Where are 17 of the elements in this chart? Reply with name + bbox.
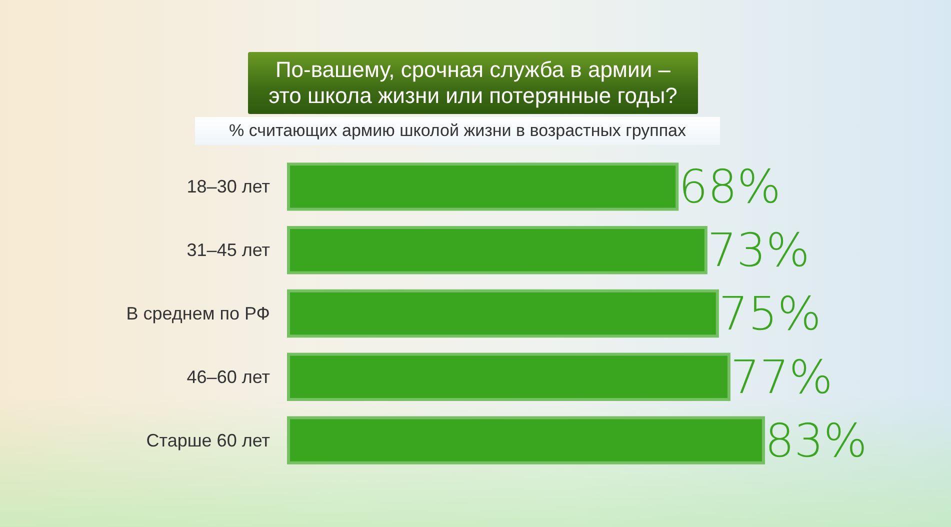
bar bbox=[287, 352, 730, 401]
data-label: 83% bbox=[765, 413, 868, 468]
y-tick-label: Старше 60 лет bbox=[146, 430, 270, 450]
bar bbox=[287, 416, 765, 464]
y-tick-label: 46–60 лет bbox=[186, 366, 270, 387]
chart-title: По-вашему, срочная служба в армии – это школа жизни или потерянные годы? bbox=[248, 52, 698, 114]
y-tick-label: 31–45 лет bbox=[186, 240, 270, 260]
bar bbox=[287, 226, 708, 274]
data-label: 68% bbox=[678, 160, 781, 214]
data-label: 73% bbox=[707, 223, 810, 278]
chart-subtitle: % считающих армию школой жизни в возрастных группах bbox=[195, 117, 720, 145]
y-tick-label: 18–30 лет bbox=[186, 176, 270, 197]
y-tick-label: В среднем по РФ bbox=[126, 304, 270, 324]
data-label: 77% bbox=[730, 350, 833, 404]
data-label: 75% bbox=[718, 286, 822, 340]
bar bbox=[287, 289, 719, 338]
bar bbox=[287, 162, 679, 211]
